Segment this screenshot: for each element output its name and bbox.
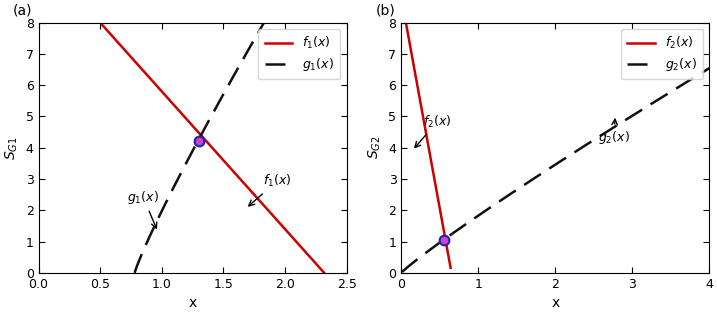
- Text: $f_2(x)$: $f_2(x)$: [415, 114, 451, 148]
- Legend: $f_1(x)$, $g_1(x)$: $f_1(x)$, $g_1(x)$: [258, 29, 341, 79]
- Text: $g_2(x)$: $g_2(x)$: [598, 119, 630, 146]
- X-axis label: x: x: [551, 296, 559, 310]
- Text: $g_1(x)$: $g_1(x)$: [128, 189, 159, 228]
- Text: (b): (b): [376, 3, 395, 18]
- Y-axis label: $S_{G1}$: $S_{G1}$: [4, 136, 20, 160]
- X-axis label: x: x: [189, 296, 196, 310]
- Legend: $f_2(x)$, $g_2(x)$: $f_2(x)$, $g_2(x)$: [621, 29, 703, 79]
- Y-axis label: $S_{G2}$: $S_{G2}$: [366, 136, 383, 160]
- Text: (a): (a): [13, 3, 32, 18]
- Text: $f_1(x)$: $f_1(x)$: [249, 173, 291, 206]
